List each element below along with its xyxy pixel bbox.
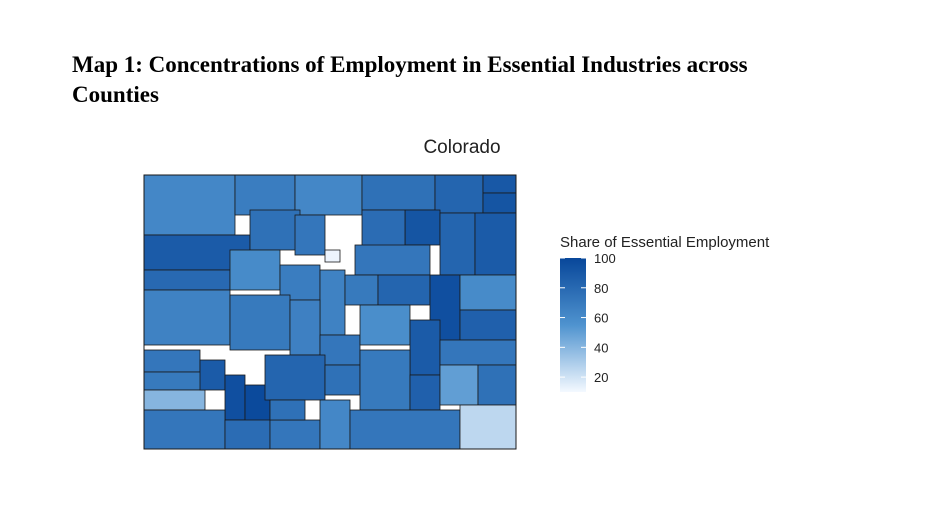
county [377,274,431,306]
county [279,264,321,301]
county [289,299,321,356]
map-title: Colorado [423,137,500,158]
county [349,409,461,450]
county [269,399,306,421]
county [409,319,441,376]
slide-title: Map 1: Concentrations of Employment in E… [72,52,748,107]
counties [143,174,517,450]
county [474,212,517,276]
county [143,371,206,391]
county [319,334,361,366]
county [324,249,341,263]
county [294,214,326,256]
county [143,234,251,271]
county [344,274,379,306]
county [229,294,291,351]
county [354,244,431,276]
county [224,374,246,421]
county [459,404,517,450]
county [404,209,441,246]
county [459,274,517,311]
legend-title: Share of Essential Employment [560,234,770,251]
county [439,364,479,406]
county [439,339,517,366]
county [143,389,206,411]
county [143,174,236,236]
state-outline [143,174,517,450]
colorbar-tick-label: 100 [594,251,616,266]
county [439,212,476,276]
county [143,409,226,450]
county [361,209,406,251]
colorbar [560,258,586,392]
county [249,209,301,251]
county [434,174,484,214]
county [319,269,346,336]
colorbar-tick-label: 40 [594,340,608,355]
county [477,364,517,406]
county [143,349,201,373]
county [143,289,231,346]
county [229,249,281,291]
county [359,349,411,411]
county [294,174,363,216]
county [264,354,326,401]
county [359,304,411,346]
county [143,269,231,291]
county [269,419,321,450]
county [409,374,441,411]
county [482,174,517,194]
county [199,359,226,391]
county [244,384,271,423]
colorbar-tick-label: 20 [594,370,608,385]
county [482,192,517,214]
county [234,174,296,216]
colorbar-tick-label: 60 [594,311,608,326]
county [361,174,436,211]
county [459,309,517,341]
county [319,399,351,450]
county [224,419,271,450]
colorbar-tick-label: 80 [594,281,608,296]
county [429,274,461,351]
county [324,364,361,396]
